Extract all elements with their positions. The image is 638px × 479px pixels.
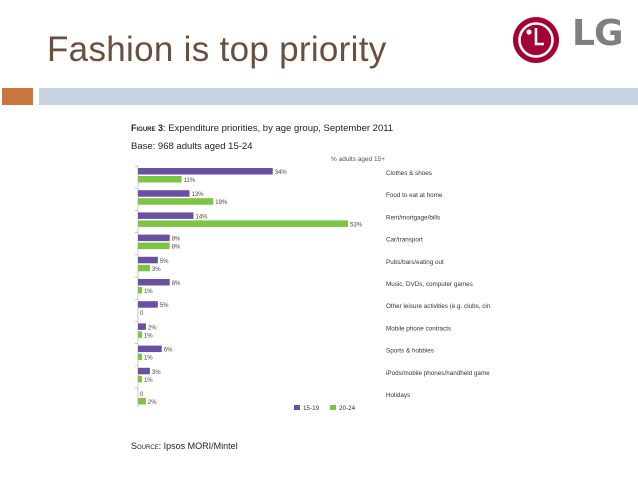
bar-chart: % adults aged 15+Clothes & shoes 34% 11% Fo… xyxy=(135,156,491,412)
bar-15-19 xyxy=(138,323,146,330)
bar-20-24 xyxy=(138,264,150,272)
category-label: iPods/mobile phones/handheld game xyxy=(386,370,490,377)
bar-20-24 xyxy=(138,353,142,361)
bar-20-24 xyxy=(138,242,170,250)
unit-label: % adults aged 15+ xyxy=(331,156,385,163)
bar-20-24 xyxy=(138,220,349,227)
data-label: 1% xyxy=(144,356,153,362)
title-accent-bar xyxy=(2,88,33,105)
bar-15-19 xyxy=(138,234,170,242)
category-label: Mobile phone contracts xyxy=(386,325,451,332)
data-label: 2% xyxy=(148,400,157,406)
data-label: 8% xyxy=(172,281,181,287)
bar-20-24 xyxy=(138,375,142,383)
data-label: 0 xyxy=(140,392,144,398)
lg-logo-eye xyxy=(526,29,532,35)
category-label: Sports & hobbies xyxy=(386,348,434,355)
bar-15-19 xyxy=(138,345,162,353)
bar-20-24 xyxy=(138,331,142,338)
data-label: 3% xyxy=(152,267,161,273)
lg-logo-mark xyxy=(534,28,544,46)
data-label: 11% xyxy=(184,178,196,184)
legend-label: 15-19 xyxy=(303,405,320,412)
figure-source: Source: Ipsos MORI/Mintel xyxy=(131,441,238,451)
data-label: 53% xyxy=(350,222,363,228)
figure-label: Figure 3 xyxy=(131,123,164,133)
data-label: 2% xyxy=(148,325,157,331)
data-label: 1% xyxy=(144,333,153,339)
bar-20-24 xyxy=(138,198,214,205)
data-label: 8% xyxy=(172,237,181,243)
data-label: 19% xyxy=(215,200,228,206)
legend-swatch-15-19 xyxy=(294,405,300,410)
lg-logo-text: LG xyxy=(572,13,623,54)
category-label: Clothes & shoes xyxy=(386,170,432,177)
bar-20-24 xyxy=(138,287,142,294)
category-label: Car/transport xyxy=(386,237,423,244)
data-label: 34% xyxy=(275,170,288,176)
figure-base: Base: 968 adults aged 15-24 xyxy=(131,141,253,152)
figure-title: Figure 3: Expenditure priorities, by age… xyxy=(131,123,393,134)
figure-caption: : Expenditure priorities, by age group, … xyxy=(163,123,394,134)
data-label: 5% xyxy=(160,303,169,309)
legend-swatch-20-24 xyxy=(330,405,336,410)
bar-15-19 xyxy=(138,212,194,219)
legend-label: 20-24 xyxy=(339,405,356,412)
data-label: 1% xyxy=(144,378,153,384)
category-label: Rent/mortgage/bills xyxy=(386,214,440,221)
source-value: Ipsos MORI/Mintel xyxy=(161,441,238,451)
category-label: Music, DVDs, computer games xyxy=(386,281,473,288)
category-label: Food to eat at home xyxy=(386,192,443,199)
bar-15-19 xyxy=(138,279,170,286)
data-label: 5% xyxy=(160,259,169,265)
bar-15-19 xyxy=(138,256,158,264)
bar-15-19 xyxy=(138,190,190,197)
lg-logo xyxy=(513,17,559,63)
category-label: Other leisure activities (e.g. clubs, ci… xyxy=(386,303,491,310)
data-label: 1% xyxy=(144,289,153,295)
bar-15-19 xyxy=(138,367,150,375)
data-label: 8% xyxy=(172,245,181,251)
title-divider-band xyxy=(39,88,638,105)
data-label: 0 xyxy=(140,311,144,317)
data-label: 3% xyxy=(152,370,161,376)
bar-20-24 xyxy=(138,176,182,183)
bar-15-19 xyxy=(138,168,273,175)
source-label: Source: xyxy=(131,441,162,451)
category-label: Holidays xyxy=(386,392,410,399)
data-label: 13% xyxy=(192,192,205,198)
slide-title: Fashion is top priority xyxy=(47,30,387,69)
lg-logo-ring xyxy=(518,22,554,58)
bar-20-24 xyxy=(138,398,146,405)
bar-15-19 xyxy=(138,301,158,308)
data-label: 14% xyxy=(195,214,208,220)
category-label: Pubs/bars/eating out xyxy=(386,259,444,266)
data-label: 6% xyxy=(164,348,173,354)
